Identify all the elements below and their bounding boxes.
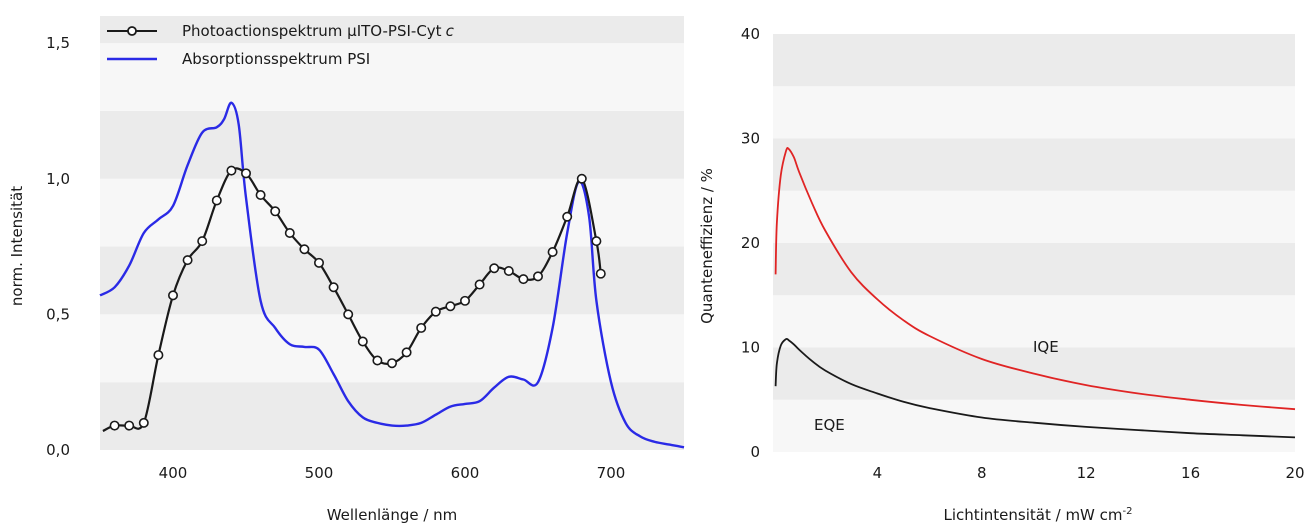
chart1-x-tick-label: 400: [159, 464, 188, 482]
chart1-y-tick-label: 1,0: [46, 170, 70, 188]
chart1-series: [99, 101, 685, 449]
chart2-x-tick-label: 16: [1181, 464, 1200, 482]
chart2-y-tick-label: 20: [741, 234, 760, 252]
chart2-y-axis-label: Quanteneffizienz / %: [698, 168, 716, 324]
chart1-y-tick-label: 0,0: [46, 441, 70, 459]
chart2-ticks: 4 8 12 16 20 0 10 20 30 40: [741, 25, 1305, 482]
photoaction-point: [197, 236, 208, 247]
chart1-grid-band: [100, 314, 684, 383]
chart2-x-tick-label: 12: [1077, 464, 1096, 482]
photoaction-point: [445, 301, 456, 312]
chart1-y-tick-label: 0,5: [46, 305, 70, 323]
chart1-grid-band: [100, 43, 684, 111]
chart2-x-axis-label-sup: -2: [1123, 506, 1133, 517]
chart1-x-axis-label: Wellenlänge / nm: [327, 506, 458, 524]
chart1-y-axis-label: norm. Intensität: [8, 186, 26, 306]
eqe-line: [774, 337, 1296, 439]
photoaction-point: [518, 274, 529, 285]
photoaction-point: [168, 290, 179, 301]
chart2-grid-band: [773, 243, 1295, 296]
photoaction-point: [226, 165, 237, 176]
chart2-y-tick-label: 0: [750, 443, 760, 461]
chart2-grid-band: [773, 295, 1295, 348]
chart2-x-axis-label-text: Lichtintensität / mW cm: [943, 506, 1122, 524]
legend-marker-photoaction: [127, 26, 137, 36]
photoaction-point: [255, 190, 266, 201]
chart2-grid-band: [773, 399, 1295, 452]
chart1-grid-bands: [100, 16, 684, 450]
chart2-x-axis-label: Lichtintensität / mW cm-2: [943, 506, 1132, 524]
photoaction-point: [328, 282, 339, 293]
chart1-grid-band: [100, 16, 684, 44]
chart1-x-tick-label: 700: [597, 464, 626, 482]
photoaction-point: [595, 268, 606, 279]
chart2-grid-bands: [773, 34, 1295, 452]
photoaction-point: [474, 279, 485, 290]
photoaction-point: [430, 306, 441, 317]
photoaction-point: [182, 255, 193, 266]
chart2-grid-band: [773, 34, 1295, 87]
chart2-series: [774, 147, 1296, 439]
photoaction-point: [532, 271, 543, 282]
photoaction-point: [241, 168, 252, 179]
photoaction-point: [386, 358, 397, 369]
photoaction-point: [503, 265, 514, 276]
eqe-annotation: EQE: [814, 416, 845, 434]
photoaction-point: [284, 228, 295, 239]
iqe-annotation: IQE: [1033, 338, 1059, 356]
chart1-grid-band: [100, 110, 684, 179]
chart2-x-tick-label: 20: [1285, 464, 1304, 482]
photoaction-point: [270, 206, 281, 217]
legend-label-absorption: Absorptionsspektrum PSI: [182, 50, 370, 68]
photoaction-point: [124, 420, 135, 431]
chart1-grid-band: [100, 246, 684, 315]
legend-label-photoaction-text: Photoactionspektrum µITO-PSI-Cyt: [182, 22, 442, 40]
iqe-line: [774, 147, 1296, 411]
photoaction-point: [211, 195, 222, 206]
photoaction-point: [357, 336, 368, 347]
photoaction-point: [153, 350, 164, 361]
chart2-grid-band: [773, 138, 1295, 191]
photoaction-point: [591, 236, 602, 247]
chart2-y-tick-label: 40: [741, 25, 760, 43]
chart2-x-tick-label: 4: [873, 464, 883, 482]
chart1-x-tick-label: 500: [305, 464, 334, 482]
chart1-ticks: 400 500 600 700 0,0 0,5 1,0 1,5: [46, 34, 625, 482]
photoaction-point: [547, 246, 558, 257]
photoaction-point: [313, 257, 324, 268]
photoaction-point: [576, 173, 587, 184]
photoaction-point: [299, 244, 310, 255]
photoaction-point: [343, 309, 354, 320]
chart1-x-tick-label: 600: [451, 464, 480, 482]
photoaction-point: [489, 263, 500, 274]
chart1-legend: Photoactionspektrum µITO-PSI-Cyt c Absorp…: [107, 22, 455, 68]
photoaction-point: [459, 295, 470, 306]
chart1-y-tick-label: 1,5: [46, 34, 70, 52]
chart2-grid-band: [773, 190, 1295, 243]
chart2-x-tick-label: 8: [977, 464, 987, 482]
legend-label-photoaction: Photoactionspektrum µITO-PSI-Cyt c: [182, 22, 455, 40]
chart2-grid-band: [773, 86, 1295, 139]
photoaction-point: [562, 211, 573, 222]
chart1-grid-band: [100, 382, 684, 450]
photoaction-point: [401, 347, 412, 358]
photoaction-point: [416, 322, 427, 333]
chart2-y-tick-label: 10: [741, 339, 760, 357]
photoaction-point: [372, 355, 383, 366]
photoaction-point: [138, 417, 149, 428]
photoaction-point: [109, 420, 120, 431]
absorption-line: [99, 101, 685, 449]
chart2-y-tick-label: 30: [741, 130, 760, 148]
legend-label-photoaction-italic: c: [446, 22, 455, 40]
